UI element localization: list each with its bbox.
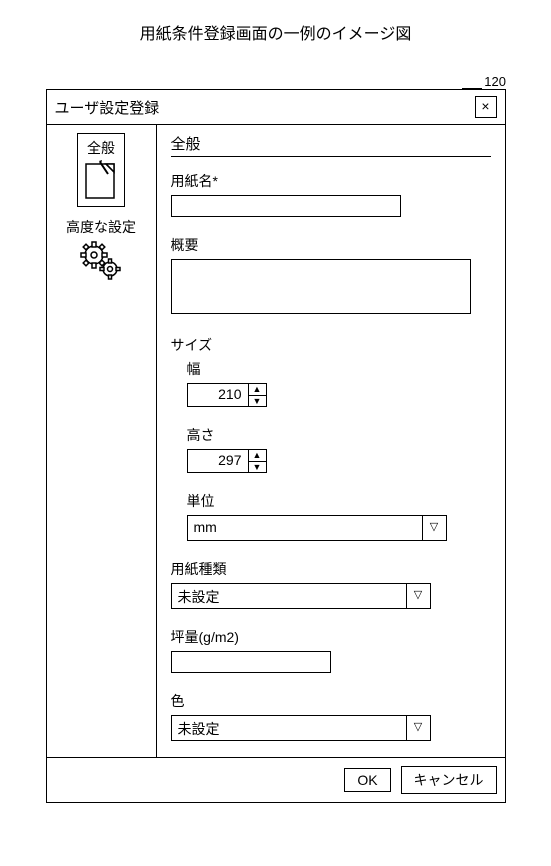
- dialog-footer: OK キャンセル: [47, 757, 505, 802]
- nav-general-label: 全般: [82, 138, 120, 158]
- chevron-down-icon[interactable]: ▽: [406, 584, 430, 608]
- ref-num-text: 120: [484, 74, 506, 89]
- divider: [171, 156, 491, 157]
- field-width: 幅 210 ▲ ▼: [187, 359, 491, 407]
- size-label: サイズ: [171, 335, 491, 355]
- titlebar: ユーザ設定登録 ×: [47, 90, 505, 125]
- nav-general[interactable]: 全般: [53, 133, 150, 207]
- width-spinner[interactable]: 210 ▲ ▼: [187, 383, 267, 407]
- height-label: 高さ: [187, 425, 491, 445]
- field-paper-type: 用紙種類 未設定 ▽: [171, 559, 491, 609]
- summary-label: 概要: [171, 235, 491, 255]
- dialog: ユーザ設定登録 × 全般 高度な設定: [46, 89, 506, 803]
- field-paper-name: 用紙名*: [171, 171, 491, 217]
- basis-weight-input[interactable]: [171, 651, 331, 673]
- width-up-icon[interactable]: ▲: [249, 384, 266, 396]
- section-title: 全般: [171, 133, 491, 154]
- paper-type-select[interactable]: 未設定 ▽: [171, 583, 431, 609]
- field-height: 高さ 297 ▲ ▼: [187, 425, 491, 473]
- summary-input[interactable]: [171, 259, 471, 314]
- height-up-icon[interactable]: ▲: [249, 450, 266, 462]
- document-icon: [82, 160, 120, 202]
- width-label: 幅: [187, 359, 491, 379]
- size-section: サイズ 幅 210 ▲ ▼ 高さ: [171, 335, 491, 541]
- gear-icon: [78, 239, 124, 281]
- field-color: 色 未設定 ▽: [171, 691, 491, 741]
- height-spinner[interactable]: 297 ▲ ▼: [187, 449, 267, 473]
- color-label: 色: [171, 691, 491, 711]
- paper-type-value: 未設定: [172, 584, 406, 608]
- unit-label: 単位: [187, 491, 491, 511]
- paper-name-input[interactable]: [171, 195, 401, 217]
- field-unit: 単位 mm ▽: [187, 491, 491, 541]
- close-button[interactable]: ×: [475, 96, 497, 118]
- sidebar: 全般 高度な設定: [47, 125, 157, 757]
- nav-advanced-label: 高度な設定: [53, 217, 150, 237]
- dialog-title: ユーザ設定登録: [55, 97, 160, 118]
- field-basis-weight: 坪量(g/m2): [171, 627, 491, 673]
- figure-title: 用紙条件登録画面の一例のイメージ図: [20, 20, 531, 44]
- dialog-body: 全般 高度な設定: [47, 125, 505, 757]
- height-down-icon[interactable]: ▼: [249, 462, 266, 473]
- width-down-icon[interactable]: ▼: [249, 396, 266, 407]
- color-value: 未設定: [172, 716, 406, 740]
- cancel-button[interactable]: キャンセル: [401, 766, 497, 794]
- paper-type-label: 用紙種類: [171, 559, 491, 579]
- paper-name-label: 用紙名*: [171, 171, 491, 191]
- unit-value: mm: [188, 516, 422, 540]
- nav-advanced[interactable]: 高度な設定: [53, 217, 150, 281]
- main-panel: 全般 用紙名* 概要 サイズ 幅 210 ▲: [157, 125, 505, 757]
- reference-number: 120: [20, 74, 506, 89]
- height-value: 297: [188, 450, 248, 472]
- chevron-down-icon[interactable]: ▽: [406, 716, 430, 740]
- color-select[interactable]: 未設定 ▽: [171, 715, 431, 741]
- ok-button[interactable]: OK: [344, 768, 390, 792]
- chevron-down-icon[interactable]: ▽: [422, 516, 446, 540]
- field-summary: 概要: [171, 235, 491, 317]
- width-value: 210: [188, 384, 248, 406]
- unit-select[interactable]: mm ▽: [187, 515, 447, 541]
- basis-weight-label: 坪量(g/m2): [171, 627, 491, 647]
